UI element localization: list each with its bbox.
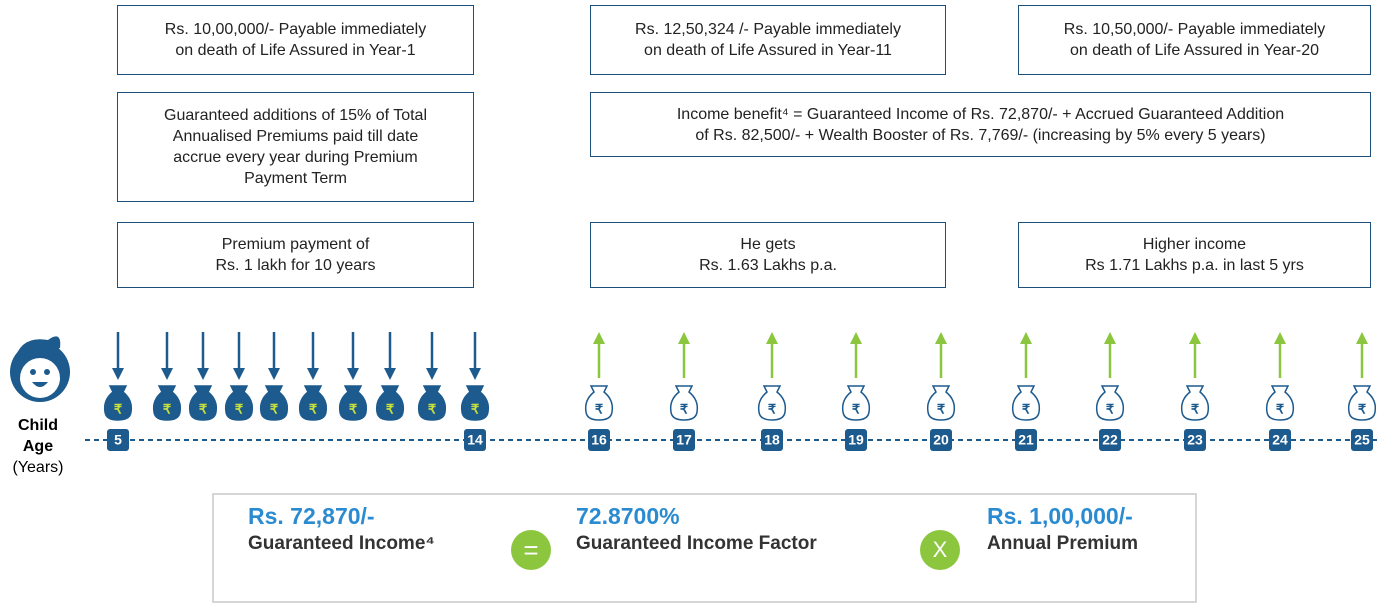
currency-symbol: ₹ [680,401,689,416]
currency-symbol: ₹ [471,401,480,416]
currency-symbol: ₹ [428,401,437,416]
premium-label: Annual Premium [987,533,1138,555]
axis-label: Child [18,417,58,434]
age-label: 21 [1018,432,1034,448]
arrow-head [268,368,280,380]
arrow-head [112,368,124,380]
arrow-head [678,332,690,344]
arrow-head [1189,332,1201,344]
arrow-head [593,332,605,344]
arrow-head [766,332,778,344]
currency-symbol: ₹ [114,401,123,416]
currency-symbol: ₹ [1276,401,1285,416]
axis-label: Age [23,438,53,455]
currency-symbol: ₹ [1022,401,1031,416]
age-label: 24 [1272,432,1288,448]
income-label: Guaranteed Income⁴ [248,533,435,555]
currency-symbol: ₹ [1106,401,1115,416]
currency-symbol: ₹ [270,401,279,416]
age-label: 17 [676,432,692,448]
arrow-head [307,368,319,380]
arrow-head [1104,332,1116,344]
currency-symbol: ₹ [1191,401,1200,416]
currency-symbol: ₹ [595,401,604,416]
arrow-head [850,332,862,344]
currency-symbol: ₹ [937,401,946,416]
arrow-head [426,368,438,380]
age-label: 20 [933,432,949,448]
equals-icon: = [511,530,551,570]
age-label: 5 [114,432,122,448]
factor-amount: 72.8700% [576,503,680,530]
arrow-head [935,332,947,344]
age-label: 18 [764,432,780,448]
currency-symbol: ₹ [349,401,358,416]
arrow-head [1020,332,1032,344]
arrow-head [1274,332,1286,344]
page: Rs. 10,00,000/- Payable immediatelyon de… [0,0,1381,601]
currency-symbol: ₹ [199,401,208,416]
arrow-head [197,368,209,380]
arrow-head [347,368,359,380]
age-label: 19 [848,432,864,448]
times-icon: X [920,530,960,570]
currency-symbol: ₹ [768,401,777,416]
currency-symbol: ₹ [1358,401,1367,416]
arrow-head [233,368,245,380]
currency-symbol: ₹ [235,401,244,416]
arrow-head [469,368,481,380]
arrow-head [384,368,396,380]
age-label: 16 [591,432,607,448]
currency-symbol: ₹ [309,401,318,416]
income-amount: Rs. 72,870/- [248,503,375,530]
age-label: 14 [467,432,483,448]
premium-amount: Rs. 1,00,000/- [987,503,1133,530]
age-label: 22 [1102,432,1118,448]
currency-symbol: ₹ [852,401,861,416]
currency-symbol: ₹ [163,401,172,416]
arrow-head [1356,332,1368,344]
arrow-head [161,368,173,380]
axis-label: (Years) [13,459,64,476]
timeline: Child Age (Years) ₹ ₹ ₹ ₹ ₹ ₹ ₹ ₹ ₹ ₹ ₹ ₹ ₹ ₹ ₹ ₹ ₹ ₹ ₹ ₹5 1… [0,0,1381,490]
factor-label: Guaranteed Income Factor [576,533,817,555]
currency-symbol: ₹ [386,401,395,416]
age-label: 23 [1187,432,1203,448]
child-icon [10,336,70,402]
age-label: 25 [1354,432,1370,448]
